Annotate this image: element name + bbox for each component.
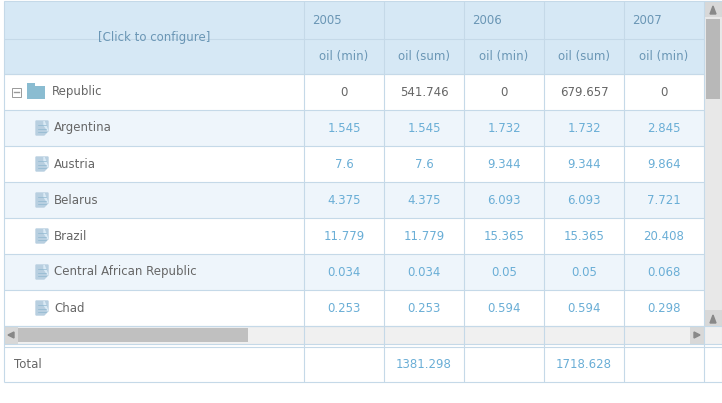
Text: 7.721: 7.721	[647, 193, 681, 206]
Text: Brazil: Brazil	[54, 229, 87, 243]
Polygon shape	[8, 332, 14, 338]
Text: 9.864: 9.864	[647, 158, 681, 170]
Text: 1381.298: 1381.298	[396, 358, 452, 371]
Bar	[704, 1, 722, 326]
Polygon shape	[36, 157, 48, 171]
Text: 0.594: 0.594	[487, 301, 521, 314]
Text: 6.093: 6.093	[487, 193, 521, 206]
Text: Austria: Austria	[54, 158, 96, 170]
Polygon shape	[36, 121, 48, 135]
Bar	[4, 254, 722, 290]
Text: 0.05: 0.05	[571, 266, 597, 278]
Bar	[4, 182, 722, 218]
Text: Republic: Republic	[52, 85, 103, 98]
Text: 1.732: 1.732	[567, 121, 601, 135]
Bar	[4, 146, 722, 182]
Text: 0: 0	[340, 85, 348, 98]
Bar	[4, 39, 722, 74]
Bar	[4, 1, 722, 39]
Polygon shape	[44, 157, 48, 167]
Text: Argentina: Argentina	[54, 121, 112, 135]
Text: Chad: Chad	[54, 301, 84, 314]
Text: 0.05: 0.05	[491, 266, 517, 278]
Text: 0.594: 0.594	[567, 301, 601, 314]
Text: 4.375: 4.375	[327, 193, 361, 206]
Bar	[12, 87, 21, 96]
Bar	[27, 83, 35, 89]
Bar	[4, 74, 722, 110]
Text: 679.657: 679.657	[560, 85, 609, 98]
Polygon shape	[36, 229, 48, 243]
Bar	[704, 310, 722, 326]
Bar	[4, 326, 722, 344]
Text: 1718.628: 1718.628	[556, 358, 612, 371]
Text: 4.375: 4.375	[407, 193, 440, 206]
Text: 0: 0	[661, 85, 668, 98]
Text: 6.093: 6.093	[567, 193, 601, 206]
Text: oil (min): oil (min)	[319, 50, 369, 63]
Text: 9.344: 9.344	[487, 158, 521, 170]
Text: 2.845: 2.845	[647, 121, 681, 135]
Text: 1.545: 1.545	[327, 121, 361, 135]
Text: [Click to configure]: [Click to configure]	[97, 31, 210, 44]
Polygon shape	[44, 301, 48, 311]
Bar	[4, 218, 722, 254]
Polygon shape	[44, 229, 48, 239]
Text: Belarus: Belarus	[54, 193, 99, 206]
Text: 0.298: 0.298	[647, 301, 681, 314]
Text: oil (sum): oil (sum)	[398, 50, 450, 63]
Bar	[12, 87, 21, 96]
Text: 11.779: 11.779	[323, 229, 365, 243]
Text: oil (min): oil (min)	[479, 50, 529, 63]
Polygon shape	[710, 315, 716, 323]
Bar	[704, 1, 722, 17]
Text: 20.408: 20.408	[643, 229, 684, 243]
Text: 0.034: 0.034	[327, 266, 361, 278]
Text: 1.545: 1.545	[407, 121, 440, 135]
Text: 7.6: 7.6	[334, 158, 353, 170]
Polygon shape	[36, 265, 48, 279]
Polygon shape	[44, 193, 48, 203]
Bar	[4, 347, 722, 382]
Bar	[18, 328, 248, 342]
Text: 15.365: 15.365	[564, 229, 604, 243]
Text: 7.6: 7.6	[414, 158, 433, 170]
Text: 15.365: 15.365	[484, 229, 524, 243]
Polygon shape	[694, 332, 700, 338]
Text: Central African Republic: Central African Republic	[54, 266, 196, 278]
Text: 0.068: 0.068	[648, 266, 681, 278]
Text: 11.779: 11.779	[404, 229, 445, 243]
Text: 1.732: 1.732	[487, 121, 521, 135]
Text: 0.253: 0.253	[327, 301, 361, 314]
Polygon shape	[36, 193, 48, 207]
Text: Total: Total	[14, 358, 42, 371]
Text: 2006: 2006	[472, 13, 502, 27]
Text: 0.253: 0.253	[407, 301, 440, 314]
Text: 0.034: 0.034	[407, 266, 440, 278]
Text: 541.746: 541.746	[400, 85, 448, 98]
Bar	[4, 110, 722, 146]
Polygon shape	[44, 121, 48, 131]
Polygon shape	[36, 301, 48, 315]
Text: 2005: 2005	[312, 13, 342, 27]
Text: 9.344: 9.344	[567, 158, 601, 170]
Bar	[706, 19, 720, 99]
Polygon shape	[44, 265, 48, 275]
Text: oil (sum): oil (sum)	[558, 50, 610, 63]
Polygon shape	[710, 6, 716, 14]
Text: oil (min): oil (min)	[640, 50, 689, 63]
Text: 0: 0	[500, 85, 508, 98]
Bar	[690, 326, 704, 344]
Bar	[4, 290, 722, 326]
Bar	[27, 85, 45, 98]
Bar	[4, 326, 18, 344]
Text: 2007: 2007	[632, 13, 662, 27]
